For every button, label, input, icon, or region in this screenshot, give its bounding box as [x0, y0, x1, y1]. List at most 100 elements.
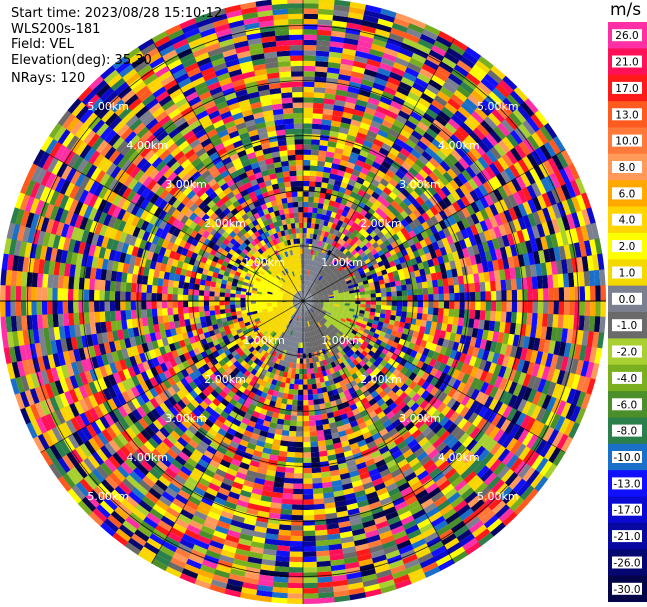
gate-cell — [317, 291, 323, 295]
gate-cell — [358, 35, 374, 44]
gate-cell — [159, 330, 167, 339]
gate-cell — [342, 551, 358, 560]
gate-cell — [221, 436, 232, 446]
gate-cell — [328, 305, 334, 308]
gate-cell — [318, 398, 325, 405]
gate-cell — [434, 379, 444, 390]
gate-cell — [256, 339, 263, 346]
gate-cell — [493, 143, 507, 158]
gate-cell — [447, 98, 462, 111]
gate-cell — [312, 362, 318, 369]
gate-cell — [348, 226, 356, 234]
gate-cell — [339, 296, 345, 300]
gate-cell — [428, 171, 440, 183]
gate-cell — [264, 474, 276, 482]
gate-cell — [501, 451, 515, 466]
gate-cell — [531, 363, 541, 378]
gate-cell — [307, 212, 313, 218]
gate-cell — [125, 388, 136, 401]
gate-cell — [421, 281, 428, 289]
gate-cell — [316, 307, 323, 311]
gate-cell — [263, 415, 272, 423]
gate-cell — [396, 539, 412, 550]
gate-cell — [361, 264, 369, 271]
gate-cell — [421, 440, 433, 452]
gate-cell — [206, 544, 223, 555]
gate-cell — [412, 383, 422, 394]
gate-cell — [319, 376, 325, 383]
gate-cell — [307, 217, 312, 224]
gate-cell — [257, 435, 267, 443]
gate-cell — [290, 307, 296, 312]
gate-cell — [409, 402, 420, 413]
gate-cell — [353, 538, 368, 547]
gate-cell — [319, 276, 324, 282]
gate-cell — [111, 531, 128, 547]
gate-cell — [483, 514, 499, 529]
gate-cell — [541, 365, 551, 381]
gate-cell — [437, 337, 445, 347]
gate-cell — [514, 144, 527, 160]
gate-cell — [147, 436, 159, 449]
gate-cell — [213, 496, 227, 506]
gate-cell — [544, 141, 557, 158]
gate-cell — [325, 275, 331, 281]
gate-cell — [202, 491, 216, 502]
gate-cell — [539, 144, 553, 161]
gate-cell — [264, 325, 271, 331]
gate-cell — [419, 117, 433, 128]
gate-cell — [324, 314, 331, 319]
gate-cell — [167, 395, 178, 407]
gate-cell — [117, 405, 128, 418]
gate-cell — [247, 352, 255, 360]
gate-cell — [195, 322, 203, 330]
gate-cell — [330, 282, 336, 287]
gate-cell — [191, 407, 202, 418]
gate-cell — [433, 232, 442, 242]
gate-cell — [312, 260, 316, 267]
gate-cell — [316, 322, 321, 329]
gate-cell — [242, 576, 259, 585]
gate-cell — [316, 213, 322, 220]
gate-cell — [418, 522, 434, 534]
gate-cell — [396, 213, 405, 223]
gate-cell — [140, 545, 157, 559]
gate-cell — [313, 301, 319, 303]
gate-cell — [206, 510, 221, 521]
gate-cell — [427, 307, 434, 315]
gate-cell — [479, 310, 486, 321]
gate-cell — [54, 394, 65, 410]
gate-cell — [348, 81, 362, 90]
gate-cell — [332, 15, 349, 23]
gate-cell — [317, 19, 334, 26]
gate-cell — [359, 307, 366, 311]
gate-cell — [207, 427, 218, 437]
gate-cell — [516, 481, 531, 498]
gate-cell — [377, 67, 392, 77]
gate-cell — [249, 459, 260, 468]
gate-cell — [494, 248, 503, 261]
gate-cell — [294, 452, 303, 458]
gate-cell — [269, 383, 276, 391]
gate-cell — [253, 364, 261, 372]
gate-cell — [262, 310, 269, 314]
gate-cell — [177, 489, 191, 501]
gate-cell — [116, 349, 125, 361]
gate-cell — [231, 350, 238, 357]
gate-cell — [495, 83, 511, 99]
gate-cell — [521, 228, 531, 243]
gate-cell — [367, 496, 380, 505]
gate-cell — [351, 408, 360, 416]
gate-cell — [361, 350, 368, 358]
gate-cell — [303, 24, 319, 30]
gate-cell — [560, 328, 568, 344]
gate-cell — [313, 92, 326, 99]
gate-cell — [225, 495, 239, 505]
gate-cell — [344, 301, 350, 304]
gate-cell — [302, 415, 310, 422]
gate-cell — [385, 81, 400, 92]
gate-cell — [124, 457, 137, 471]
gate-cell — [314, 317, 319, 323]
gate-cell — [312, 108, 324, 114]
gate-cell — [257, 347, 264, 354]
